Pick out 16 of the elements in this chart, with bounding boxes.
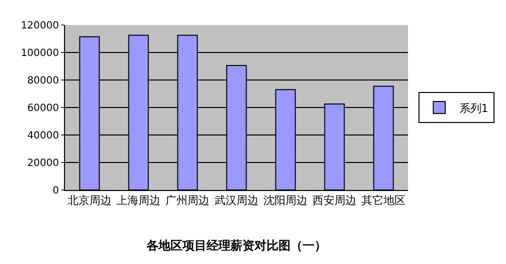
x-tick-label: 其它地区 xyxy=(362,194,406,208)
y-tick-label: 100000 xyxy=(20,48,59,59)
x-tick-label: 武汉周边 xyxy=(214,194,258,208)
legend-label: 系列1 xyxy=(459,102,488,115)
y-tick-label: 0 xyxy=(52,186,59,196)
x-tick-label: 西安周边 xyxy=(312,194,356,208)
text: 各地区项目经理薪资对比图（一） xyxy=(146,238,326,253)
x-tick-label: 上海周边 xyxy=(116,194,160,208)
y-tick-label: 20000 xyxy=(27,158,59,169)
x-tick-label: 沈阳周边 xyxy=(264,194,308,208)
y-tick-label: 80000 xyxy=(27,76,59,86)
x-tick-label: 北京周边 xyxy=(68,194,112,208)
y-tick-label: 40000 xyxy=(27,130,59,142)
y-tick-label: 120000 xyxy=(20,20,59,32)
y-tick-label: 60000 xyxy=(27,103,59,114)
x-tick-label: 广州周边 xyxy=(166,194,210,208)
